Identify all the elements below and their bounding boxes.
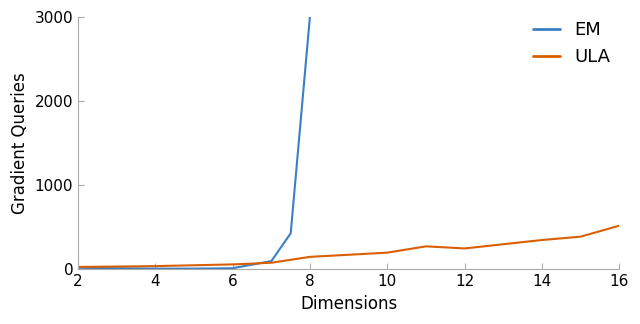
ULA [461,247,468,250]
EM [113,266,120,270]
ULA [268,261,275,265]
Legend: EM, ULA: EM, ULA [532,21,610,66]
EM [345,14,353,17]
ULA [152,264,159,268]
EM [287,231,294,235]
EM [74,266,82,270]
ULA [383,251,391,255]
ULA [306,255,314,259]
Y-axis label: Gradient Queries: Gradient Queries [11,73,29,214]
EM [152,267,159,271]
EM [326,14,333,17]
EM [229,266,237,270]
ULA [577,235,584,238]
ULA [499,242,507,246]
ULA [616,224,623,228]
EM [268,259,275,263]
Line: ULA: ULA [78,226,620,267]
ULA [538,238,546,242]
ULA [113,265,120,269]
ULA [74,265,82,269]
Line: EM: EM [78,16,349,269]
ULA [345,253,353,257]
ULA [190,263,198,267]
ULA [229,262,237,266]
X-axis label: Dimensions: Dimensions [300,295,397,313]
EM [306,14,314,17]
EM [190,267,198,271]
ULA [422,244,430,248]
